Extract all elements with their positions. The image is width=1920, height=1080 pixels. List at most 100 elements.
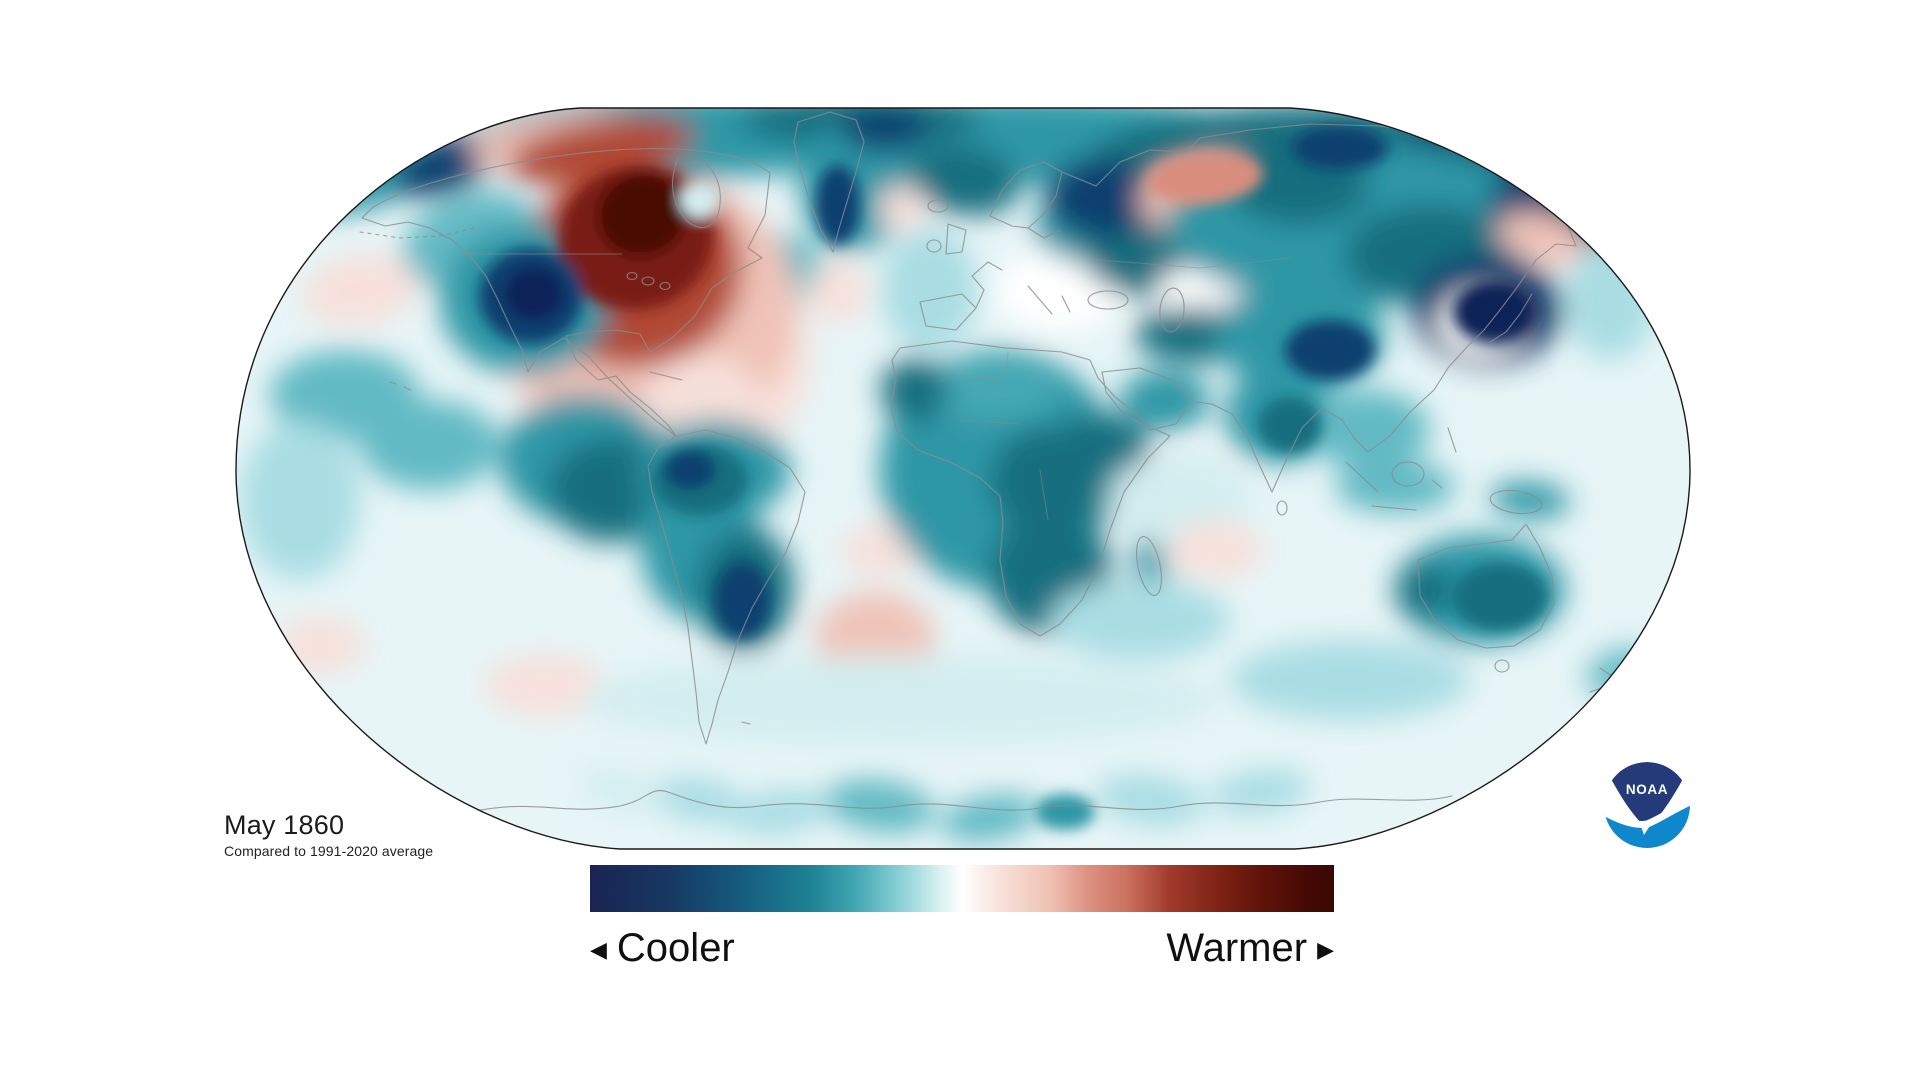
anomaly-blob bbox=[1095, 774, 1205, 826]
date-block: May 1860 Compared to 1991-2020 average bbox=[224, 810, 434, 859]
anomaly-field-cores bbox=[479, 126, 1548, 830]
coastline-new-guinea bbox=[1489, 489, 1543, 515]
logo-fan-shape bbox=[1611, 762, 1683, 829]
coastline-aleutians bbox=[359, 227, 476, 239]
anomaly-blob bbox=[910, 144, 1020, 216]
seagull-icon bbox=[1604, 798, 1690, 828]
anomaly-blob bbox=[878, 186, 926, 230]
legend-cooler: ◀ Cooler bbox=[590, 926, 735, 971]
borders-africa bbox=[939, 351, 1049, 521]
coastline-tasmania bbox=[1494, 659, 1510, 673]
anomaly-blob bbox=[1335, 461, 1455, 513]
great-lakes bbox=[641, 276, 655, 286]
border-central-asia bbox=[1099, 257, 1291, 269]
anomaly-blob bbox=[1395, 564, 1455, 616]
coastline-ireland bbox=[926, 239, 942, 253]
coastline-west-europe bbox=[971, 261, 1003, 309]
anomaly-blob bbox=[825, 779, 935, 833]
anomaly-blob bbox=[1167, 522, 1263, 578]
left-arrow-icon: ◀ bbox=[590, 937, 607, 962]
anomaly-blob bbox=[1565, 240, 1655, 360]
coastline-hudson-bay bbox=[672, 157, 721, 228]
anomaly-blob bbox=[1555, 128, 1665, 192]
anomaly-blob bbox=[920, 360, 1060, 420]
anomaly-blob bbox=[1285, 320, 1375, 380]
legend-warmer: Warmer ▶ bbox=[1166, 926, 1334, 971]
anomaly-blob bbox=[1230, 640, 1470, 720]
coastline-greenland bbox=[793, 111, 865, 253]
anomaly-blob bbox=[1452, 563, 1548, 631]
coastline-australia bbox=[1417, 523, 1555, 649]
anomaly-blob bbox=[597, 172, 687, 258]
coastline-asia bbox=[1061, 123, 1601, 493]
anomaly-blob bbox=[714, 562, 770, 638]
anomaly-blob bbox=[581, 768, 659, 812]
coastline-north-america bbox=[361, 148, 771, 437]
anomaly-blob bbox=[240, 420, 360, 580]
coastline-arabia bbox=[1101, 367, 1193, 431]
anomaly-blob bbox=[1453, 280, 1537, 344]
anomaly-blob bbox=[655, 776, 745, 824]
anomaly-blob bbox=[1045, 158, 1155, 238]
cooler-label: Cooler bbox=[616, 925, 735, 970]
anomaly-blob bbox=[1310, 390, 1430, 470]
coastline-iberia bbox=[919, 293, 977, 331]
anomaly-colorbar bbox=[590, 865, 1334, 912]
anomaly-blob bbox=[1120, 370, 1210, 430]
anomaly-blob bbox=[842, 524, 918, 576]
anomaly-blob bbox=[580, 655, 1220, 745]
anomaly-blob bbox=[816, 165, 860, 245]
noaa-logo: NOAA bbox=[1604, 762, 1690, 848]
anomaly-blob bbox=[808, 262, 868, 322]
coastline-sumatra bbox=[1345, 461, 1379, 493]
anomaly-blob bbox=[302, 254, 418, 326]
right-arrow-icon: ▶ bbox=[1317, 937, 1334, 962]
anomaly-blob bbox=[504, 267, 564, 321]
coastline-cuba bbox=[649, 371, 683, 381]
coastline-madagascar bbox=[1136, 536, 1162, 596]
coastline-antarctica bbox=[469, 790, 1453, 813]
coastline-scandinavia bbox=[989, 161, 1063, 229]
anomaly-blob bbox=[1497, 211, 1587, 265]
anomaly-blob bbox=[275, 617, 365, 673]
coastline-japan bbox=[1489, 293, 1533, 343]
coastline-africa bbox=[890, 340, 1171, 637]
anomaly-blob bbox=[1050, 580, 1230, 660]
warmer-label: Warmer bbox=[1166, 925, 1308, 970]
coastline-java bbox=[1371, 505, 1417, 511]
black-sea bbox=[1087, 290, 1129, 310]
coastline-philippines bbox=[1447, 427, 1457, 453]
anomaly-blob bbox=[730, 789, 830, 835]
coastlines bbox=[359, 111, 1619, 813]
great-lakes bbox=[659, 281, 671, 291]
anomaly-blob bbox=[840, 108, 930, 152]
noaa-logo-text: NOAA bbox=[1626, 782, 1668, 797]
seagull-tail bbox=[1641, 824, 1651, 835]
anomaly-blob bbox=[1258, 397, 1322, 453]
coastline-britain bbox=[945, 223, 967, 255]
coastline-hawaii bbox=[389, 381, 412, 391]
map-outline bbox=[235, 107, 1691, 850]
anomaly-blob bbox=[664, 450, 716, 490]
anomaly-blob bbox=[1035, 794, 1095, 830]
date-subtitle: Compared to 1991-2020 average bbox=[224, 843, 434, 859]
coastline-italy bbox=[1027, 285, 1053, 315]
caspian-sea bbox=[1159, 287, 1185, 333]
anomaly-blob bbox=[882, 228, 978, 352]
anomaly-blob bbox=[1147, 151, 1263, 205]
anomaly-blob bbox=[360, 400, 500, 490]
coastline-sulawesi bbox=[1431, 479, 1443, 489]
coastline-greece bbox=[1061, 295, 1071, 313]
anomaly-blob bbox=[680, 182, 720, 218]
legend-labels: ◀ Cooler Warmer ▶ bbox=[590, 922, 1334, 974]
anomaly-blob bbox=[1292, 126, 1388, 170]
anomaly-blob bbox=[881, 358, 949, 422]
anomaly-blob bbox=[247, 130, 353, 186]
anomaly-blob bbox=[1060, 413, 1150, 471]
date-label: May 1860 bbox=[224, 810, 345, 840]
great-lakes bbox=[626, 271, 638, 281]
coastline-iceland bbox=[927, 199, 949, 213]
falkland-islands bbox=[741, 721, 751, 725]
